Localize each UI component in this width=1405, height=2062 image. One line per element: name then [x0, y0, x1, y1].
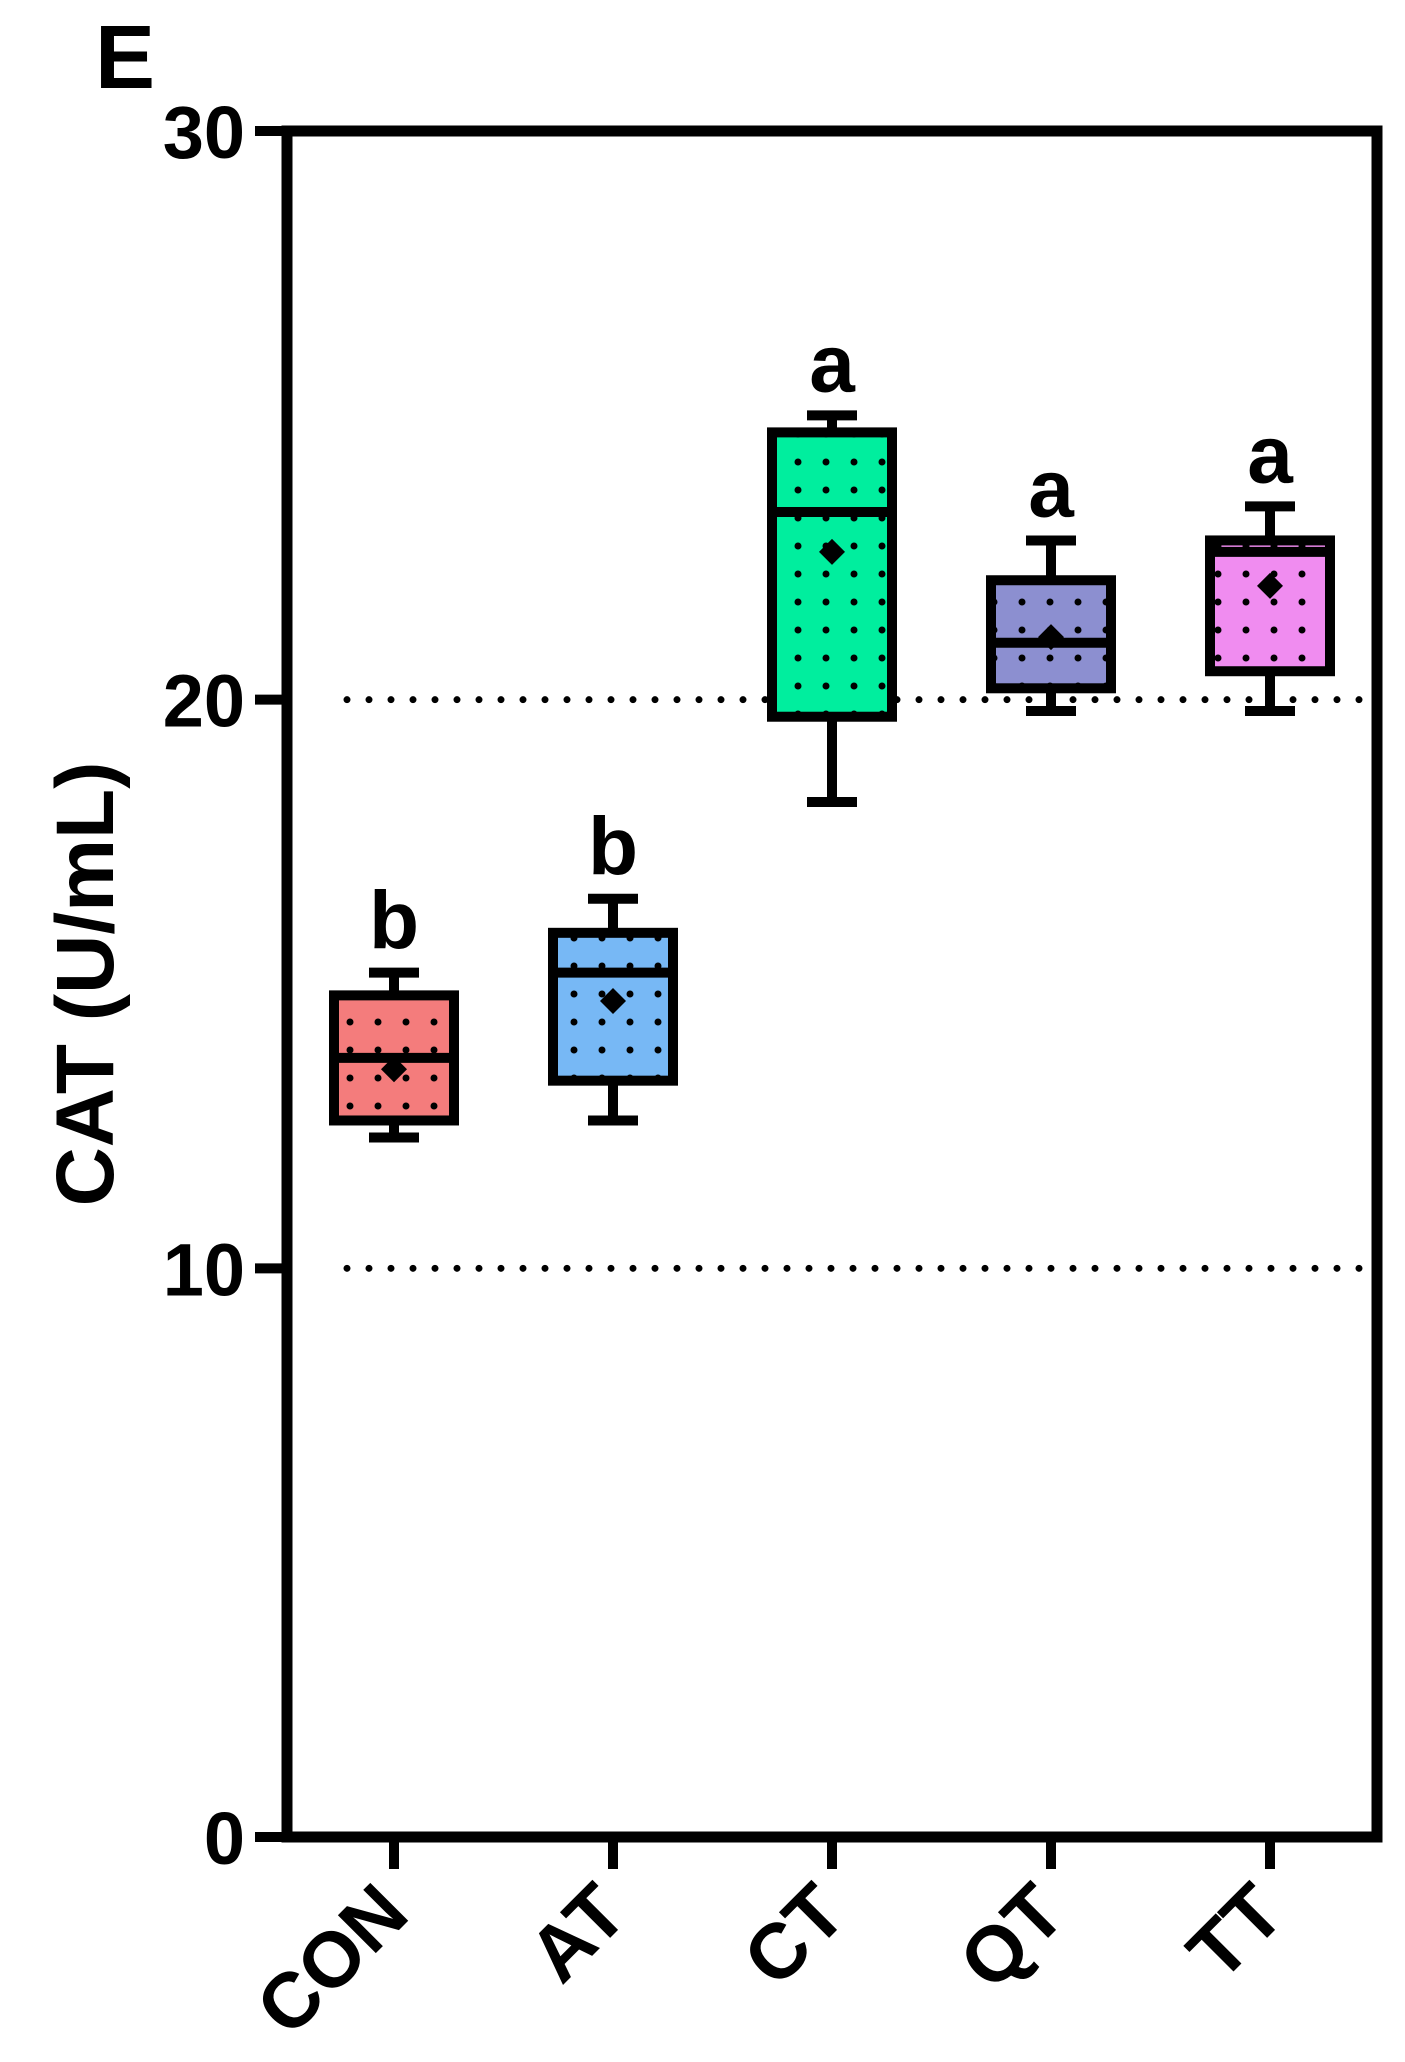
box-qt: a: [986, 443, 1116, 717]
mean-marker: [381, 1056, 407, 1083]
mean-marker: [1257, 572, 1283, 599]
y-axis-ticks: 0 10 20 30: [163, 91, 287, 1880]
y-tick-label: 20: [163, 660, 245, 743]
x-axis-ticks: CON AT CT QT TT: [239, 1837, 1300, 2052]
y-tick-label: 10: [163, 1228, 245, 1311]
mean-marker: [600, 988, 626, 1015]
reference-lines: [343, 696, 1369, 1272]
mean-marker: [1038, 624, 1064, 651]
panel-label: E: [95, 8, 155, 108]
y-tick-label: 30: [163, 91, 245, 174]
significance-letter: a: [1028, 443, 1075, 534]
box-tt: a: [1205, 409, 1335, 717]
x-tick-label-con: CON: [239, 1867, 424, 2052]
y-tick-label: 0: [204, 1797, 245, 1880]
box-body: [1205, 535, 1335, 677]
significance-letter: b: [369, 876, 419, 967]
box-series: b b a a a: [329, 318, 1335, 1143]
box-con: b: [329, 876, 459, 1143]
box-at: b: [548, 802, 678, 1126]
x-tick-label-tt: TT: [1170, 1867, 1300, 1997]
significance-letter: b: [588, 802, 638, 893]
box-body: [767, 427, 897, 722]
x-tick-label-at: AT: [511, 1867, 643, 1999]
x-tick-label-ct: CT: [726, 1867, 862, 2003]
box-ct: a: [767, 318, 897, 808]
x-tick-label-qt: QT: [942, 1867, 1081, 2006]
y-axis-label: CAT (U/mL): [40, 762, 131, 1207]
box-body: [548, 927, 678, 1086]
significance-letter: a: [809, 318, 856, 409]
mean-marker: [819, 538, 845, 565]
significance-letter: a: [1247, 409, 1294, 500]
